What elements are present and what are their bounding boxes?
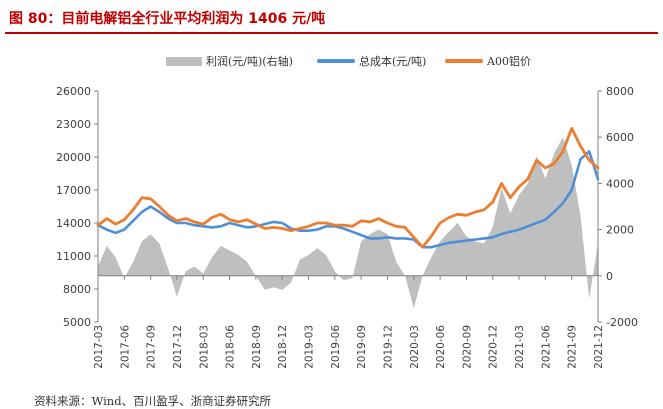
x-tick-label: 2018-12: [277, 325, 289, 369]
legend-swatch-price: [445, 59, 483, 63]
legend-label-cost: 总成本(元/吨): [359, 55, 427, 68]
x-tick-label: 2021-09: [567, 325, 579, 369]
right-tick-label: -2000: [606, 316, 638, 329]
left-tick-label: 17000: [56, 184, 91, 197]
left-tick-label: 5000: [63, 316, 91, 329]
chart-legend: 利润(元/吨)(右轴) 总成本(元/吨) A00铝价: [0, 52, 663, 70]
left-tick-label: 23000: [56, 118, 91, 131]
right-tick-label: 2000: [606, 224, 634, 237]
legend-item-cost: 总成本(元/吨): [317, 52, 426, 70]
legend-label-profit: 利润(元/吨)(右轴): [206, 55, 293, 68]
x-tick-label: 2021-06: [540, 325, 552, 369]
source-note: 资料来源：Wind、百川盈孚、浙商证券研究所: [34, 394, 272, 408]
x-tick-label: 2017-12: [172, 325, 184, 369]
price-line: [96, 126, 600, 249]
x-tick-label: 2020-03: [409, 325, 421, 369]
legend-item-profit: 利润(元/吨)(右轴): [166, 52, 293, 70]
x-tick-label: 2017-03: [93, 325, 105, 369]
x-tick-label: 2018-06: [225, 325, 237, 369]
x-tick-label: 2020-06: [435, 325, 447, 369]
x-tick-label: 2020-09: [461, 325, 473, 369]
legend-item-price: A00铝价: [445, 52, 531, 70]
x-tick-label: 2019-09: [356, 325, 368, 369]
x-tick-label: 2020-12: [488, 325, 500, 369]
right-tick-label: 4000: [606, 177, 634, 190]
legend-swatch-profit: [166, 56, 202, 66]
x-tick-label: 2017-06: [119, 325, 131, 369]
figure-title: 图 80：目前电解铝全行业平均利润为 1406 元/吨: [9, 11, 326, 27]
left-tick-label: 8000: [63, 283, 91, 296]
left-tick-label: 11000: [56, 250, 91, 263]
left-tick-label: 14000: [56, 217, 91, 230]
x-tick-label: 2021-12: [593, 325, 605, 369]
x-tick-label: 2018-03: [198, 325, 210, 369]
x-tick-label: 2021-03: [514, 325, 526, 369]
x-tick-label: 2018-09: [251, 325, 263, 369]
profit-area: [98, 137, 598, 309]
x-tick-label: 2019-03: [304, 325, 316, 369]
right-tick-label: 8000: [606, 85, 634, 98]
x-tick-label: 2019-06: [330, 325, 342, 369]
legend-label-price: A00铝价: [487, 55, 531, 68]
right-tick-label: 6000: [606, 131, 634, 144]
right-tick-label: 0: [606, 270, 613, 283]
legend-swatch-cost: [317, 59, 355, 63]
left-tick-label: 20000: [56, 151, 91, 164]
left-tick-label: 26000: [56, 85, 91, 98]
cost-line: [96, 150, 600, 249]
title-rule: [5, 32, 658, 34]
x-tick-label: 2019-12: [383, 325, 395, 369]
x-tick-label: 2017-09: [146, 325, 158, 369]
